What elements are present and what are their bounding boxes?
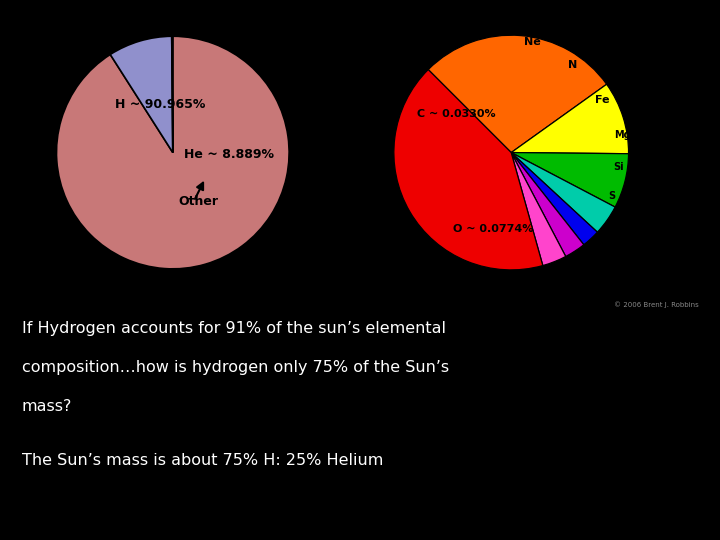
Wedge shape <box>511 152 615 232</box>
Wedge shape <box>511 152 566 266</box>
Text: S: S <box>608 192 616 201</box>
Wedge shape <box>172 36 173 152</box>
Text: The Sun’s mass is about 75% H: 25% Helium: The Sun’s mass is about 75% H: 25% Heliu… <box>22 454 383 469</box>
Text: © 2006 Brent J. Robbins: © 2006 Brent J. Robbins <box>613 301 698 308</box>
Text: Elemental Composition of the Sun: Elemental Composition of the Sun <box>201 9 519 28</box>
Text: If Hydrogen accounts for 91% of the sun’s elemental: If Hydrogen accounts for 91% of the sun’… <box>22 321 446 336</box>
Text: composition…how is hydrogen only 75% of the Sun’s: composition…how is hydrogen only 75% of … <box>22 360 449 375</box>
Text: mass?: mass? <box>22 399 72 414</box>
Text: Fe: Fe <box>595 95 610 105</box>
Text: He ~ 8.889%: He ~ 8.889% <box>184 148 274 161</box>
Wedge shape <box>394 70 543 270</box>
Text: Other: Other <box>179 195 219 208</box>
Wedge shape <box>511 152 584 256</box>
Text: C ~ 0.0330%: C ~ 0.0330% <box>418 109 496 119</box>
Wedge shape <box>110 36 173 152</box>
Text: O ~ 0.0774%: O ~ 0.0774% <box>454 224 534 234</box>
Wedge shape <box>428 35 607 152</box>
Text: Si: Si <box>613 162 624 172</box>
Text: Mg: Mg <box>614 131 631 140</box>
Wedge shape <box>511 152 598 245</box>
Wedge shape <box>511 152 629 207</box>
Text: H ~ 90.965%: H ~ 90.965% <box>114 98 205 111</box>
Wedge shape <box>511 84 629 154</box>
Text: N: N <box>567 60 577 70</box>
Text: Ne: Ne <box>524 37 541 46</box>
Wedge shape <box>56 36 289 269</box>
